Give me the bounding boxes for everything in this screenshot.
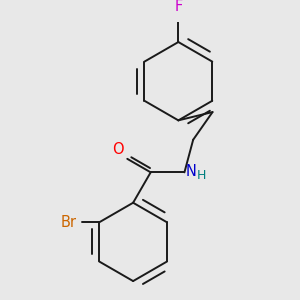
Text: H: H	[196, 169, 206, 182]
Text: F: F	[174, 0, 182, 14]
Text: Br: Br	[60, 215, 76, 230]
Text: O: O	[112, 142, 124, 158]
Text: N: N	[186, 164, 197, 179]
